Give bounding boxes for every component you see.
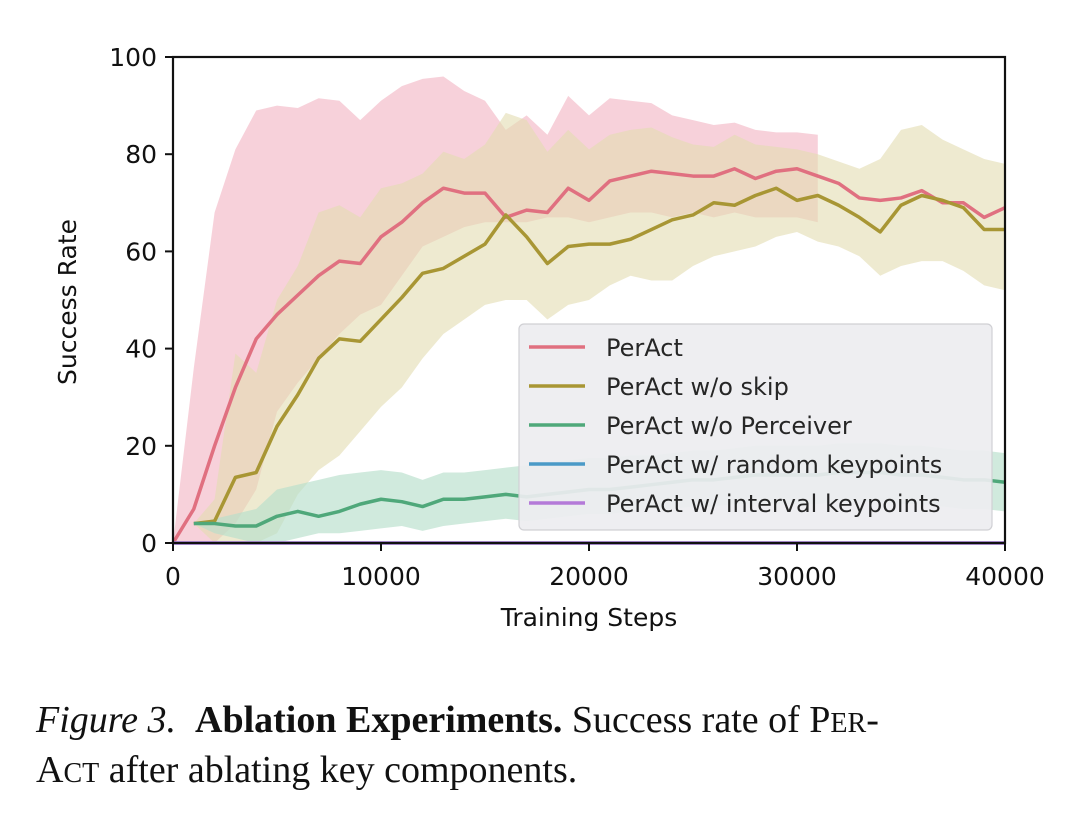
x-tick-label: 40000 (965, 562, 1045, 591)
y-tick-label: 100 (109, 43, 157, 72)
legend-item: PerAct w/o Perceiver (529, 412, 852, 440)
caption-smallcaps-1: ER (830, 708, 867, 739)
caption-figure-label: Figure 3. (36, 699, 177, 741)
y-tick-label: 60 (125, 237, 157, 266)
line-peract-w-o-skip (193, 186, 1005, 526)
caption-text-4: after ablating key components. (99, 749, 578, 791)
y-tick-label: 20 (125, 432, 157, 461)
legend-box (518, 323, 993, 531)
legend-label: PerAct w/o Perceiver (606, 412, 852, 440)
ablation-chart: 0 10000 20000 30000 40000 0 20 40 60 80 100 Train… (53, 43, 1045, 632)
legend-label: PerAct (606, 334, 683, 362)
legend-item: PerAct w/ interval keypoints (529, 490, 941, 518)
caption-smallcaps-2: CT (63, 758, 100, 789)
x-tick-label: 30000 (757, 562, 837, 591)
legend-item: PerAct w/o skip (529, 373, 789, 401)
legend-label: PerAct w/ interval keypoints (606, 490, 941, 518)
figure-caption: Figure 3. Ablation Experiments. Success … (36, 697, 1046, 797)
band-peract-w-o-skip (193, 112, 1006, 543)
caption-title: Ablation Experiments. (195, 699, 563, 741)
x-axis-label: Training Steps (500, 603, 678, 632)
x-axis: 0 10000 20000 30000 40000 (165, 543, 1045, 591)
legend-item: PerAct w/ random keypoints (529, 451, 942, 479)
y-tick-label: 40 (125, 335, 157, 364)
y-axis: 0 20 40 60 80 100 (109, 43, 173, 558)
x-tick-label: 10000 (341, 562, 421, 591)
caption-hyphen: - (866, 699, 879, 741)
x-tick-label: 20000 (549, 562, 629, 591)
y-tick-label: 80 (125, 140, 157, 169)
legend: PerAct PerAct w/o skip PerAct w/o Perceive… (518, 323, 993, 531)
legend-label: PerAct w/o skip (606, 373, 789, 401)
legend-item: PerAct (529, 334, 683, 362)
y-tick-label: 0 (141, 529, 157, 558)
legend-label: PerAct w/ random keypoints (606, 451, 942, 479)
caption-text-1: Success rate of P (571, 699, 831, 741)
x-tick-label: 0 (165, 562, 181, 591)
caption-text-3: A (36, 749, 64, 791)
line-peract (171, 167, 1006, 544)
y-axis-label: Success Rate (53, 219, 82, 385)
